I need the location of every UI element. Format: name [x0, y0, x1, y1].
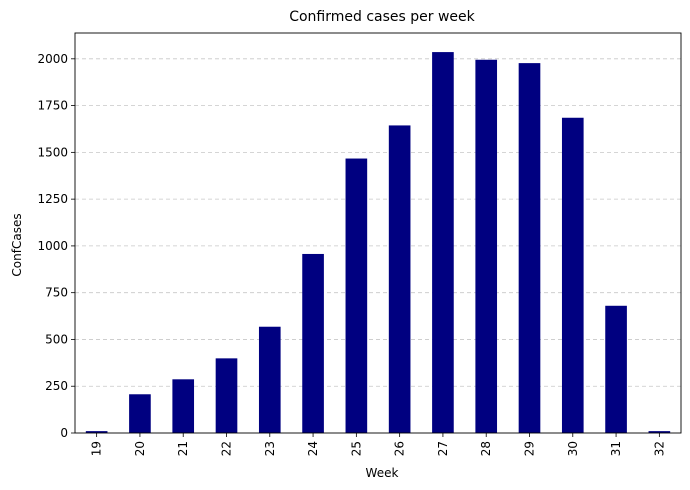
y-tick-label: 0	[60, 426, 68, 440]
x-tick-label: 24	[306, 441, 320, 456]
y-tick-label: 2000	[37, 52, 68, 66]
x-tick-label: 23	[263, 441, 277, 456]
bar-week-27	[432, 52, 454, 434]
bar-week-29	[518, 63, 541, 433]
axes	[74, 32, 682, 434]
y-tick-label: 500	[45, 332, 68, 346]
bar-week-25	[345, 158, 368, 433]
y-tick-label: 250	[45, 379, 68, 393]
grid-lines	[75, 58, 681, 387]
y-tick-label: 1500	[37, 145, 68, 159]
bar-week-21	[172, 379, 195, 433]
x-tick-label: 19	[90, 441, 104, 456]
bar-week-23	[258, 326, 281, 433]
y-tick-label: 1750	[37, 99, 68, 113]
bar-week-28	[475, 59, 498, 434]
chart-title: Confirmed cases per week	[289, 9, 475, 25]
x-tick-label: 25	[349, 441, 363, 456]
bar-week-24	[302, 253, 324, 433]
y-tick-label: 1000	[37, 239, 68, 253]
bar-week-31	[605, 305, 627, 433]
bar-week-20	[129, 394, 151, 433]
x-axis-label: Week	[366, 466, 399, 480]
bar-week-26	[388, 125, 411, 434]
x-tick-label: 30	[566, 441, 580, 456]
x-tick-label: 21	[176, 441, 190, 456]
y-tick-label: 750	[45, 286, 68, 300]
x-tick-label: 20	[133, 441, 147, 456]
x-tick-label: 28	[479, 441, 493, 456]
y-tick-label: 1250	[37, 192, 68, 206]
bars	[85, 52, 671, 434]
bar-week-19	[85, 431, 108, 433]
y-axis-ticks: 0 250 500 750 1000 1250 1500 1750 2000	[37, 52, 75, 440]
bar-week-30	[561, 117, 584, 433]
y-axis-label: ConfCases	[10, 213, 24, 276]
bar-week-22	[215, 358, 238, 433]
x-tick-label: 22	[220, 441, 234, 456]
x-axis-ticks: 19 20 21 22 23 24 25 26 27 28 29 30 31 32	[90, 433, 666, 456]
x-tick-label: 27	[436, 441, 450, 456]
x-tick-label: 32	[652, 441, 666, 456]
x-tick-label: 29	[523, 441, 537, 456]
x-tick-label: 31	[609, 441, 623, 456]
plot-frame	[74, 32, 682, 434]
bar-week-32	[648, 431, 671, 433]
x-tick-label: 26	[393, 441, 407, 456]
